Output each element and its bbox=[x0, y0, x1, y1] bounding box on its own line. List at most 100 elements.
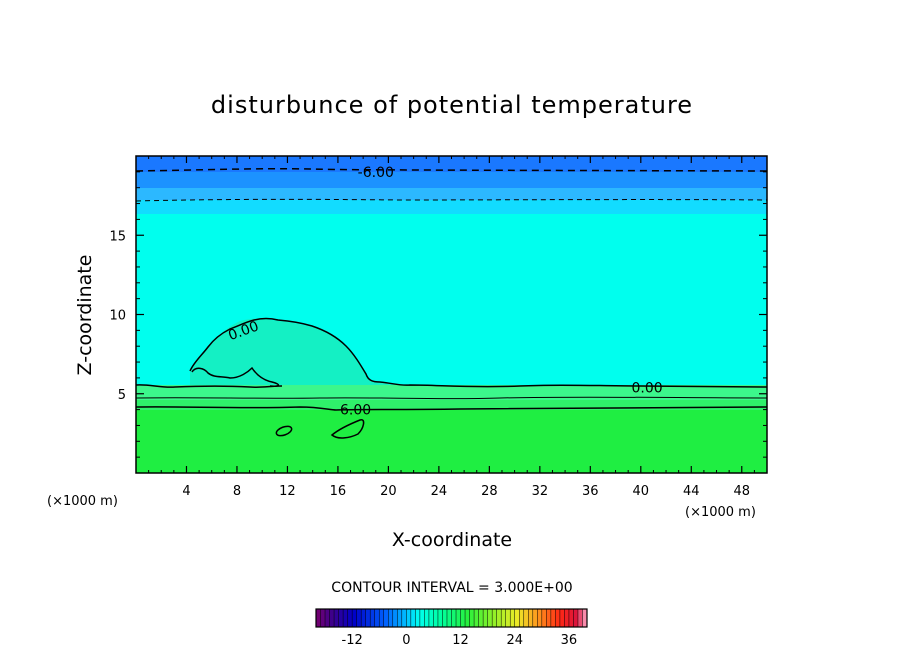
x-tick-label: 28 bbox=[481, 484, 498, 499]
band-sky-blue bbox=[136, 200, 767, 214]
x-tick-label: 4 bbox=[182, 484, 190, 499]
colorbar-cell bbox=[415, 609, 421, 627]
y-axis-label: Z-coordinate bbox=[74, 255, 96, 376]
colorbar-tick-label: 36 bbox=[561, 633, 578, 648]
colorbar-cell bbox=[465, 609, 470, 627]
colorbar-cell bbox=[406, 609, 412, 627]
y-tick-label: 15 bbox=[109, 229, 126, 244]
colorbar-cell bbox=[505, 609, 511, 627]
chart-title: disturbunce of potential temperature bbox=[211, 91, 693, 119]
colorbar-cell bbox=[325, 609, 330, 627]
colorbar-cell bbox=[478, 609, 484, 627]
colorbar-cell bbox=[329, 609, 335, 627]
colorbar-cell bbox=[483, 609, 488, 627]
colorbar-cell bbox=[397, 609, 403, 627]
colorbar-cell bbox=[370, 609, 376, 627]
heatmap-field bbox=[136, 156, 767, 473]
colorbar-cell bbox=[582, 609, 588, 627]
colorbar-cell bbox=[460, 609, 466, 627]
colorbar-cell bbox=[487, 609, 493, 627]
band-deep-blue-top bbox=[136, 156, 767, 172]
colorbar-cell bbox=[437, 609, 443, 627]
colorbar-cell bbox=[523, 609, 529, 627]
colorbar-cell bbox=[428, 609, 434, 627]
colorbar-cell bbox=[451, 609, 457, 627]
colorbar-cell bbox=[501, 609, 506, 627]
y-tick-label: 5 bbox=[118, 388, 126, 403]
colorbar-cell bbox=[519, 609, 525, 627]
colorbar-cell bbox=[528, 609, 534, 627]
contour-zero-small-lobe bbox=[191, 366, 280, 387]
colorbar-cell bbox=[316, 609, 321, 627]
colorbar-cell bbox=[469, 609, 475, 627]
contour-minus3-dashed bbox=[136, 198, 767, 202]
colorbar-cell bbox=[334, 609, 339, 627]
contour-lines bbox=[136, 167, 767, 439]
colorbar-cell bbox=[320, 609, 326, 627]
x-axis-unit: (×1000 m) bbox=[685, 505, 756, 520]
colorbar-cell bbox=[347, 609, 353, 627]
colorbar-cell bbox=[550, 609, 556, 627]
x-tick-label: 12 bbox=[279, 484, 296, 499]
colorbar-frame bbox=[315, 608, 588, 628]
contour-zero-line bbox=[136, 384, 283, 389]
colorbar-cell bbox=[392, 609, 398, 627]
colorbar-cell bbox=[352, 609, 357, 627]
colorbar-cell bbox=[356, 609, 362, 627]
contour-label: -6.00 bbox=[358, 165, 394, 181]
contour-label: 0.00 bbox=[632, 380, 663, 396]
x-tick-label: 36 bbox=[582, 484, 599, 499]
colorbar-tick-label: 0 bbox=[402, 633, 410, 648]
colorbar-cell bbox=[532, 609, 538, 627]
x-axis: 4 8 12 16 20 24 28 32 36 40 44 48 bbox=[148, 156, 755, 499]
y-tick-label: 10 bbox=[109, 309, 126, 324]
x-tick-label: 44 bbox=[683, 484, 700, 499]
colorbar-tick-label: 12 bbox=[452, 633, 469, 648]
colorbar-cell bbox=[474, 609, 479, 627]
x-tick-label: 20 bbox=[380, 484, 397, 499]
colorbar-cell bbox=[496, 609, 502, 627]
contour-label: 6.00 bbox=[340, 403, 371, 419]
colorbar-cell bbox=[442, 609, 448, 627]
band-green-lower bbox=[136, 400, 767, 473]
band-transition-green bbox=[136, 385, 767, 400]
colorbar-cell bbox=[383, 609, 389, 627]
colorbar-tick-label: 24 bbox=[506, 633, 523, 648]
colorbar-cell bbox=[541, 609, 547, 627]
colorbar-cell bbox=[555, 609, 561, 627]
colorbar-cell bbox=[456, 609, 461, 627]
colorbar-cell bbox=[564, 609, 570, 627]
colorbar-cell bbox=[410, 609, 416, 627]
contour-small-closed-1 bbox=[275, 425, 293, 437]
y-axis: 5 10 15 bbox=[109, 171, 767, 458]
colorbar-cell bbox=[433, 609, 439, 627]
x-tick-label: 8 bbox=[233, 484, 241, 499]
colorbar-cell bbox=[401, 609, 407, 627]
colorbar-cell bbox=[379, 609, 385, 627]
contour-minus6-dashed bbox=[136, 167, 767, 172]
contour-zero-tongue bbox=[189, 317, 767, 388]
colorbar-tick-labels: -12 0 12 24 36 bbox=[342, 633, 578, 648]
contour-small-closed-2 bbox=[330, 419, 365, 439]
x-tick-label: 32 bbox=[532, 484, 549, 499]
x-tick-label: 48 bbox=[733, 484, 750, 499]
colorbar bbox=[315, 608, 588, 628]
x-tick-label: 40 bbox=[633, 484, 650, 499]
colorbar-cell bbox=[492, 609, 497, 627]
colorbar-cell bbox=[343, 609, 348, 627]
x-tick-label: 16 bbox=[330, 484, 347, 499]
colorbar-cell bbox=[361, 609, 366, 627]
colorbar-cell bbox=[388, 609, 394, 627]
y-axis-unit: (×1000 m) bbox=[47, 494, 118, 509]
colorbar-cell bbox=[424, 609, 430, 627]
colorbar-cell bbox=[419, 609, 425, 627]
band-blue-upper bbox=[136, 172, 767, 188]
contour-plus3-line bbox=[136, 396, 767, 400]
colorbar-cell bbox=[546, 609, 552, 627]
x-axis-label: X-coordinate bbox=[392, 529, 512, 551]
colorbar-cell bbox=[577, 609, 583, 627]
contour-interval-text: CONTOUR INTERVAL = 3.000E+00 bbox=[331, 580, 572, 596]
band-green-light-top bbox=[136, 400, 767, 410]
colorbar-cell bbox=[537, 609, 543, 627]
